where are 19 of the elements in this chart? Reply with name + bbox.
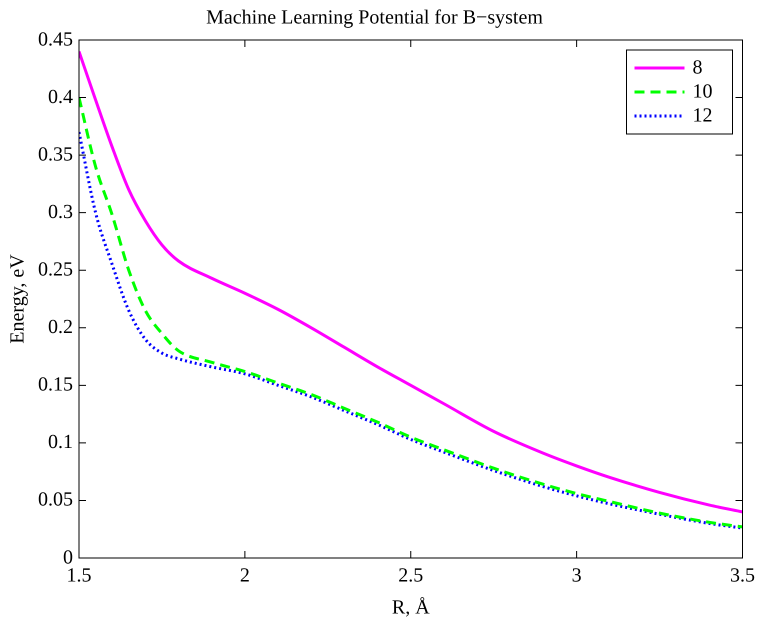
y-tick-label: 0.3 (48, 200, 73, 223)
x-tick-label: 3.5 (730, 564, 755, 586)
y-tick-label: 0.2 (48, 316, 73, 338)
legend-label: 10 (692, 80, 712, 102)
x-tick-label: 2 (240, 564, 250, 586)
y-tick-label: 0.15 (38, 374, 73, 396)
chart-title: Machine Learning Potential for B−system (206, 6, 544, 28)
x-axis-title: R, Å (392, 596, 430, 618)
y-tick-label: 0.1 (48, 431, 73, 454)
x-tick-label: 3 (572, 564, 582, 586)
y-axis-title: Energy, eV (6, 254, 28, 344)
legend-label: 8 (692, 56, 702, 78)
y-tick-label: 0.25 (38, 258, 73, 280)
y-tick-label: 0.05 (38, 488, 73, 511)
x-tick-label: 2.5 (398, 564, 424, 586)
legend-label: 12 (692, 104, 712, 126)
y-tick-label: 0.45 (38, 28, 73, 50)
y-tick-label: 0.4 (48, 86, 73, 108)
y-tick-label: 0.35 (38, 143, 73, 166)
